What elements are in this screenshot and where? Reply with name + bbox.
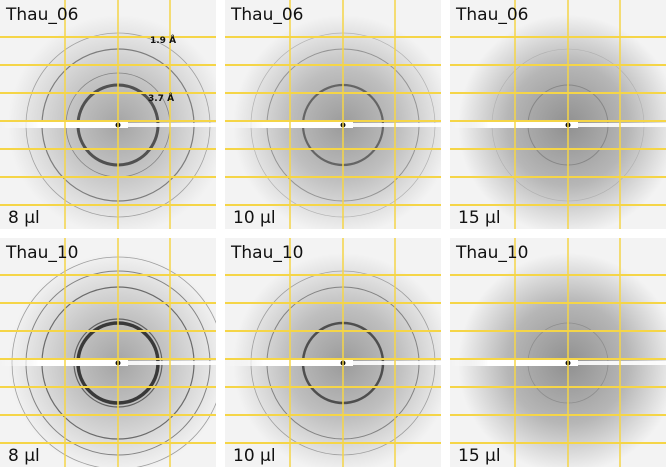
panel-title: Thau_10 — [5, 243, 78, 263]
figure: Thau_068 µl1.9 Å3.7 ÅThau_0610 µlThau_06… — [0, 0, 666, 467]
volume-label: 15 µl — [458, 446, 501, 466]
beam-streak — [343, 123, 441, 127]
volume-label: 15 µl — [458, 208, 501, 228]
diffraction-panel: Thau_06 10 µl — [225, 0, 453, 235]
beam-streak — [568, 361, 666, 365]
beam-stop-shadow — [225, 360, 353, 366]
beam-stop-shadow — [0, 360, 128, 366]
panel-image — [450, 0, 666, 235]
diffraction-panel: Thau_10 10 µl — [225, 238, 453, 467]
panel-image — [450, 238, 666, 467]
resolution-annotation: 3.7 Å — [148, 93, 174, 104]
volume-label: 10 µl — [233, 208, 276, 228]
beam-streak — [118, 123, 216, 127]
panel-title: Thau_06 — [5, 5, 78, 25]
panel-image — [0, 238, 228, 467]
panel-title: Thau_10 — [230, 243, 303, 263]
resolution-annotation: 1.9 Å — [150, 35, 176, 46]
beam-streak — [343, 361, 441, 365]
panel-title: Thau_06 — [230, 5, 303, 25]
diffraction-panel: Thau_10 15 µl — [450, 238, 666, 467]
panel-image — [225, 238, 453, 467]
diffraction-panel: Thau_06 15 µl — [450, 0, 666, 235]
volume-label: 10 µl — [233, 446, 276, 466]
panel-image — [225, 0, 453, 235]
volume-label: 8 µl — [8, 208, 40, 228]
beam-stop-shadow — [450, 360, 578, 366]
page: {"panels": [ {"title": "Thau_06", "label… — [0, 0, 666, 467]
beam-stop-shadow — [0, 122, 128, 128]
diffraction-panel: Thau_06 8 µl 1.9 Å 3.7 Å — [0, 0, 228, 235]
beam-streak — [568, 123, 666, 127]
diffraction-panel: Thau_10 8 µl — [0, 238, 228, 467]
panel-image — [0, 0, 228, 235]
panel-title: Thau_10 — [455, 243, 528, 263]
panel-title: Thau_06 — [455, 5, 528, 25]
beam-stop-shadow — [225, 122, 353, 128]
volume-label: 8 µl — [8, 446, 40, 466]
beam-streak — [118, 361, 216, 365]
beam-stop-shadow — [450, 122, 578, 128]
